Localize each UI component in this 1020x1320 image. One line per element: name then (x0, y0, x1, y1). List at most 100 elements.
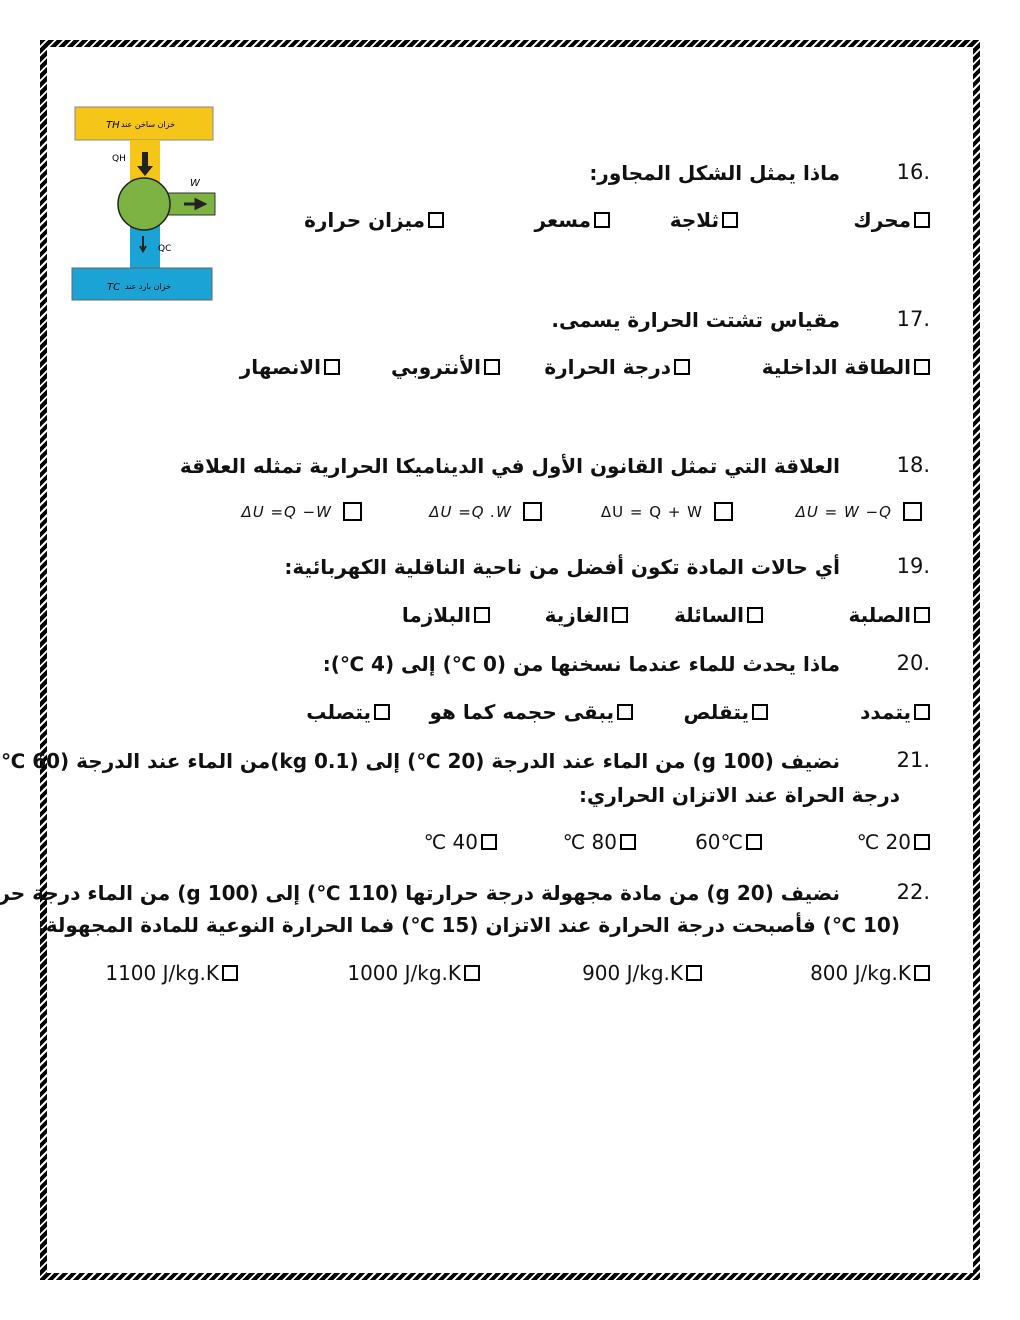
checkbox[interactable] (484, 359, 500, 375)
option-label: الصلبة (848, 603, 911, 627)
question-number: 21. (896, 748, 930, 772)
checkbox[interactable] (620, 834, 636, 850)
option-label: 800 J/kg.K (810, 961, 911, 985)
formula: ΔU =Q .W (429, 502, 512, 521)
option[interactable]: الغازية (545, 603, 628, 627)
question-number: 22. (896, 880, 930, 904)
option[interactable]: الصلبة (848, 603, 930, 627)
option[interactable]: الأنتروبي (391, 355, 500, 379)
option[interactable]: 1000 J/kg.K (347, 961, 480, 985)
formula: ΔU = W −Q (795, 502, 892, 521)
cold-temp-symbol: TC (107, 282, 120, 293)
question-text: نضيف (100 g) من الماء عند الدرجة (20 ℃) … (0, 749, 840, 773)
option-label: ثلاجة (669, 208, 719, 232)
checkbox[interactable] (914, 834, 930, 850)
checkbox[interactable] (523, 502, 542, 521)
option-label: 1100 J/kg.K (105, 961, 219, 985)
formula: ΔU =Q −W (241, 502, 332, 521)
option[interactable]: ΔU = Q + W (593, 502, 733, 521)
option-label: ℃ 20 (856, 830, 911, 854)
checkbox[interactable] (612, 607, 628, 623)
option-label: ℃ 40 (423, 830, 478, 854)
option-label: مسعر (534, 208, 591, 232)
checkbox[interactable] (722, 212, 738, 228)
option[interactable]: ثلاجة (670, 208, 738, 232)
qc-label: QC (158, 244, 171, 254)
checkbox[interactable] (594, 212, 610, 228)
checkbox[interactable] (914, 965, 930, 981)
checkbox[interactable] (474, 607, 490, 623)
option-label: يبقى حجمه كما هو (429, 700, 614, 724)
option[interactable]: 900 J/kg.K (582, 961, 702, 985)
question-number: 17. (896, 307, 930, 331)
option[interactable]: ΔU =Q .W (421, 502, 542, 521)
checkbox[interactable] (903, 502, 922, 521)
checkbox[interactable] (222, 965, 238, 981)
option[interactable]: ℃ 20 (857, 830, 930, 854)
option[interactable]: 60℃ (695, 830, 762, 854)
page-border (40, 40, 980, 1280)
hot-temp-symbol: TH (106, 120, 120, 131)
option[interactable]: ℃ 80 (563, 830, 636, 854)
checkbox[interactable] (914, 359, 930, 375)
option[interactable]: يبقى حجمه كما هو (429, 700, 633, 724)
option-label: السائلة (673, 603, 744, 627)
question-number: 16. (896, 160, 930, 184)
heat-engine-diagram: خزان ساخن عند TH خزان بارد عند TC QH QC … (71, 106, 216, 301)
option[interactable]: ΔU =Q −W (233, 502, 362, 521)
checkbox[interactable] (914, 704, 930, 720)
option[interactable]: درجة الحرارة (544, 355, 690, 379)
question-text: مقياس تشتت الحرارة يسمى. (551, 308, 840, 332)
option-label: يتمدد (860, 700, 911, 724)
option[interactable]: 1100 J/kg.K (105, 961, 238, 985)
option-label: 60℃ (695, 830, 743, 854)
option[interactable]: 800 J/kg.K (810, 961, 930, 985)
option-label: ℃ 80 (562, 830, 617, 854)
option-label: ميزان حرارة (304, 208, 425, 232)
option-label: الطاقة الداخلية (761, 355, 911, 379)
option[interactable]: يتصلب (306, 700, 390, 724)
question-number: 18. (896, 453, 930, 477)
question-text: نضيف (20 g) من مادة مجهولة درجة حرارتها … (0, 881, 840, 905)
option[interactable]: ميزان حرارة (304, 208, 444, 232)
question-text: ماذا يمثل الشكل المجاور: (589, 161, 840, 185)
checkbox[interactable] (914, 607, 930, 623)
checkbox[interactable] (343, 502, 362, 521)
option-label: يتصلب (306, 700, 371, 724)
checkbox[interactable] (617, 704, 633, 720)
checkbox[interactable] (374, 704, 390, 720)
question-text: أي حالات المادة تكون أفضل من ناحية الناق… (284, 555, 840, 579)
hot-reservoir-label: خزان ساخن عند (121, 120, 175, 129)
option-label: درجة الحرارة (544, 355, 671, 379)
option-label: يتقلص (683, 700, 749, 724)
option[interactable]: محرك (853, 208, 930, 232)
checkbox[interactable] (686, 965, 702, 981)
option[interactable]: مسعر (535, 208, 610, 232)
checkbox[interactable] (747, 607, 763, 623)
checkbox[interactable] (324, 359, 340, 375)
option[interactable]: يتقلص (683, 700, 768, 724)
option[interactable]: يتمدد (860, 700, 930, 724)
option-label: 1000 J/kg.K (347, 961, 461, 985)
checkbox[interactable] (914, 212, 930, 228)
option-label: محرك (853, 208, 911, 232)
checkbox[interactable] (464, 965, 480, 981)
option[interactable]: الانصهار (240, 355, 340, 379)
checkbox[interactable] (714, 502, 733, 521)
option-label: الانصهار (239, 355, 321, 379)
formula: ΔU = Q + W (600, 502, 703, 521)
checkbox[interactable] (674, 359, 690, 375)
option[interactable]: السائلة (674, 603, 763, 627)
checkbox[interactable] (428, 212, 444, 228)
option-label: الغازية (544, 603, 609, 627)
checkbox[interactable] (481, 834, 497, 850)
question-text: ماذا يحدث للماء عندما نسخنها من (0 ℃) إل… (322, 652, 840, 676)
work-label: W (190, 178, 201, 189)
option[interactable]: ℃ 40 (424, 830, 497, 854)
option[interactable]: الطاقة الداخلية (762, 355, 930, 379)
option[interactable]: البلازما (402, 603, 490, 627)
option[interactable]: ΔU = W −Q (788, 502, 922, 521)
question-number: 20. (896, 651, 930, 675)
checkbox[interactable] (752, 704, 768, 720)
checkbox[interactable] (746, 834, 762, 850)
